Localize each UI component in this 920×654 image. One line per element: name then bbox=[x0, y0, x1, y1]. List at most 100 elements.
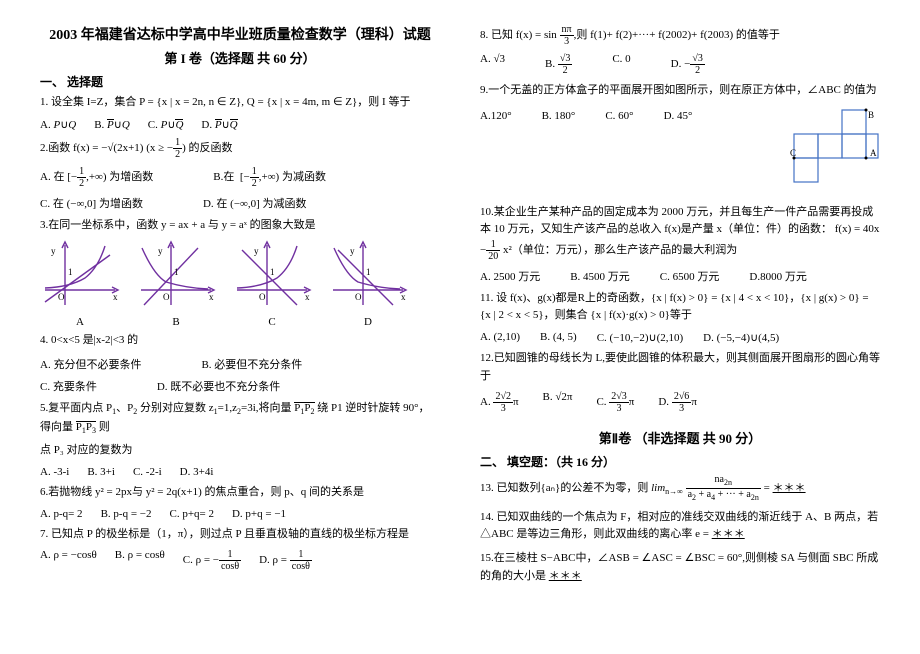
q8-options: A. √3 B. √32 C. 0 D. −√32 bbox=[480, 53, 880, 76]
frac-npi3: nπ3 bbox=[560, 24, 574, 47]
q6-opt-b: B. p-q = −2 bbox=[101, 508, 152, 520]
q9-opt-c: C. 60° bbox=[605, 110, 633, 122]
question-1: 1. 设全集 I=Z，集合 P = {x | x = 2n, n ∈ Z}, Q… bbox=[40, 94, 440, 112]
q3-label-c: C bbox=[232, 316, 312, 328]
q5-opt-d: D. 3+4i bbox=[180, 466, 214, 478]
q8-opt-a: A. √3 bbox=[480, 53, 505, 76]
q11-opt-b: B. (4, 5) bbox=[540, 331, 577, 344]
q3-graph-d: yx 1O bbox=[328, 240, 408, 310]
question-10: 10.某企业生产某种产品的固定成本为 2000 万元，并且每生产一件产品需要再投… bbox=[480, 204, 880, 262]
question-5: 5.复平面内点 P1、P2 分别对应复数 z1=1,z2=3i,将向量 P1P2… bbox=[40, 400, 440, 437]
question-3: 3.在同一坐标系中，函数 y = ax + a 与 y = aˣ 的图象大致是 bbox=[40, 217, 440, 235]
q8-opt-c: C. 0 bbox=[612, 53, 630, 76]
q11-options: A. (2,10) B. (4, 5) C. (−10,−2)∪(2,10) D… bbox=[480, 331, 880, 344]
q12-opt-d: D. 2√63π bbox=[658, 391, 697, 414]
q2-opt-a: A. 在 [−12,+∞) 为增函数 bbox=[40, 166, 153, 189]
q1-stem: 1. 设全集 I=Z，集合 P = {x | x = 2n, n ∈ Z}, Q… bbox=[40, 96, 410, 108]
q4-opt-b: B. 必要但不充分条件 bbox=[201, 356, 302, 372]
q7-options: A. ρ = −cosθ B. ρ = cosθ C. ρ = −1cosθ D… bbox=[40, 549, 440, 572]
question-4: 4. 0<x<5 是|x-2|<3 的 bbox=[40, 332, 440, 350]
q10-opt-b: B. 4500 万元 bbox=[570, 268, 630, 284]
frac-q13: na2na2 + a4 + ··· + a2n bbox=[686, 474, 761, 503]
svg-text:O: O bbox=[355, 292, 362, 302]
q11-opt-a: A. (2,10) bbox=[480, 331, 520, 344]
q1-options: A. P∪Q B. P∪Q C. P∪Q D. P∪Q bbox=[40, 118, 440, 131]
q4-opt-a: A. 充分但不必要条件 bbox=[40, 356, 141, 372]
q4-options-row2: C. 充要条件 D. 既不必要也不充分条件 bbox=[40, 378, 440, 394]
q5-stem: 5.复平面内点 P1、P2 分别对应复数 z1=1,z2=3i,将向量 P1P2… bbox=[40, 402, 430, 433]
question-9: 9.一个无盖的正方体盒子的平面展开图如图所示，则在原正方体中，∠ABC 的值为 bbox=[480, 82, 880, 100]
q6-options: A. p-q= 2 B. p-q = −2 C. p+q= 2 D. p+q =… bbox=[40, 508, 440, 520]
q9-options: A.120° B. 180° C. 60° D. 45° bbox=[480, 110, 770, 122]
q13-pre: 13. 已知数列{aₙ}的公差不为零，则 bbox=[480, 482, 651, 494]
q3-labels: A B C D bbox=[40, 316, 440, 328]
q3-graphs: yx 1O yx 1O yx 1O bbox=[40, 240, 440, 310]
q1-opt-a: A. P∪Q bbox=[40, 118, 76, 131]
svg-text:O: O bbox=[58, 292, 65, 302]
q2-stem-pre: 2.函数 f(x) = −√(2x+1) (x ≥ − bbox=[40, 142, 173, 154]
q8-post: ,则 f(1)+ f(2)+···+ f(2002)+ f(2003) 的值等于 bbox=[574, 29, 780, 41]
q3-label-d: D bbox=[328, 316, 408, 328]
q5-opt-b: B. 3+i bbox=[87, 466, 115, 478]
q5-options: A. -3-i B. 3+i C. -2-i D. 3+4i bbox=[40, 466, 440, 478]
q10-opt-a: A. 2500 万元 bbox=[480, 268, 540, 284]
q10-options: A. 2500 万元 B. 4500 万元 C. 6500 万元 D.8000 … bbox=[480, 268, 880, 284]
svg-text:y: y bbox=[350, 246, 355, 256]
q1-opt-c: C. P∪Q bbox=[148, 118, 184, 131]
q12-opt-b: B. √2π bbox=[543, 391, 573, 414]
svg-text:x: x bbox=[305, 292, 310, 302]
question-11: 11. 设 f(x)、g(x)都是R上的奇函数，{x | f(x) > 0} =… bbox=[480, 290, 880, 325]
q9-opt-d: D. 45° bbox=[664, 110, 693, 122]
q3-label-a: A bbox=[40, 316, 120, 328]
q3-graph-c: yx 1O bbox=[232, 240, 312, 310]
q11-opt-d: D. (−5,−4)∪(4,5) bbox=[703, 331, 779, 344]
q12-opt-c: C. 2√33π bbox=[596, 391, 634, 414]
q5-opt-c: C. -2-i bbox=[133, 466, 162, 478]
q10-opt-c: C. 6500 万元 bbox=[660, 268, 720, 284]
q8-opt-d: D. −√32 bbox=[671, 53, 705, 76]
q2-options-row1: A. 在 [−12,+∞) 为增函数 B.在 [−12,+∞) 为减函数 bbox=[40, 166, 440, 189]
q7-opt-b: B. ρ = cosθ bbox=[115, 549, 165, 572]
svg-text:x: x bbox=[401, 292, 406, 302]
svg-text:x: x bbox=[113, 292, 118, 302]
question-6: 6.若抛物线 y² = 2px与 y² = 2q(x+1) 的焦点重合，则 p、… bbox=[40, 484, 440, 502]
svg-text:C: C bbox=[790, 148, 796, 158]
svg-text:1: 1 bbox=[68, 267, 73, 277]
q10-opt-d: D.8000 万元 bbox=[749, 268, 806, 284]
svg-text:A: A bbox=[870, 148, 877, 158]
question-13: 13. 已知数列{aₙ}的公差不为零，则 limn→∞ na2na2 + a4 … bbox=[480, 474, 880, 503]
q12-options: A. 2√23π B. √2π C. 2√33π D. 2√63π bbox=[480, 391, 880, 414]
frac-half-1: 12 bbox=[173, 137, 182, 160]
section-2-heading: 二、 填空题：（共 16 分） bbox=[480, 453, 880, 470]
q9-figure: B A C bbox=[790, 106, 880, 186]
q13-blank: ＊＊＊ bbox=[773, 482, 806, 494]
q2-options-row2: C. 在 (−∞,0] 为增函数 D. 在 (−∞,0] 为减函数 bbox=[40, 195, 440, 211]
question-8: 8. 已知 f(x) = sin nπ3,则 f(1)+ f(2)+···+ f… bbox=[480, 24, 880, 47]
svg-text:1: 1 bbox=[174, 267, 179, 277]
q5-sub: 点 P₃ 对应的复数为 bbox=[40, 442, 440, 460]
q10-post: x²（单位：万元），那么生产该产品的最大利润为 bbox=[500, 244, 737, 256]
question-7: 7. 已知点 P 的极坐标是（1，π），则过点 P 且垂直极轴的直线的极坐标方程… bbox=[40, 526, 440, 544]
q1-opt-b: B. P∪Q bbox=[94, 118, 130, 131]
section-1-heading: 一、 选择题 bbox=[40, 73, 440, 90]
svg-text:O: O bbox=[259, 292, 266, 302]
q9-opt-b: B. 180° bbox=[542, 110, 576, 122]
q6-opt-c: C. p+q= 2 bbox=[169, 508, 214, 520]
q7-opt-c: C. ρ = −1cosθ bbox=[183, 549, 241, 572]
right-column: 8. 已知 f(x) = sin nπ3,则 f(1)+ f(2)+···+ f… bbox=[480, 20, 880, 591]
svg-text:y: y bbox=[51, 246, 56, 256]
question-15: 15.在三棱柱 S−ABC中，∠ASB = ∠ASC = ∠BSC = 60°,… bbox=[480, 550, 880, 585]
q3-label-b: B bbox=[136, 316, 216, 328]
q7-opt-a: A. ρ = −cosθ bbox=[40, 549, 97, 572]
q1-opt-d: D. P∪Q bbox=[201, 118, 237, 131]
q6-opt-d: D. p+q = −1 bbox=[232, 508, 286, 520]
q3-graph-a: y x 1 O bbox=[40, 240, 120, 310]
q8-opt-b: B. √32 bbox=[545, 53, 572, 76]
q4-options-row1: A. 充分但不必要条件 B. 必要但不充分条件 bbox=[40, 356, 440, 372]
part1-heading: 第 I 卷（选择题 共 60 分） bbox=[40, 48, 440, 67]
q2-opt-b: B.在 [−12,+∞) 为减函数 bbox=[213, 166, 326, 189]
q7-opt-d: D. ρ = 1cosθ bbox=[259, 549, 312, 572]
exam-title: 2003 年福建省达标中学高中毕业班质量检查数学（理科）试题 bbox=[40, 24, 440, 44]
q13-post: = bbox=[764, 482, 773, 494]
q9-row: A.120° B. 180° C. 60° D. 45° B A C bbox=[480, 106, 880, 186]
